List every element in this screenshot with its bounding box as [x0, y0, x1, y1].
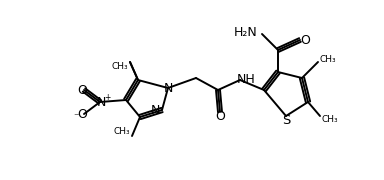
Text: N: N — [96, 96, 106, 109]
Text: O: O — [300, 33, 310, 46]
Text: +: + — [104, 93, 110, 102]
Text: N: N — [151, 103, 160, 116]
Text: CH₃: CH₃ — [320, 55, 337, 64]
Text: CH₃: CH₃ — [322, 116, 339, 125]
Text: H₂N: H₂N — [234, 26, 258, 39]
Text: CH₃: CH₃ — [113, 127, 130, 136]
Text: CH₃: CH₃ — [111, 62, 128, 71]
Text: N: N — [163, 82, 173, 94]
Text: O: O — [77, 107, 87, 120]
Text: O: O — [215, 111, 225, 123]
Text: ⁻: ⁻ — [73, 112, 79, 122]
Text: O: O — [77, 84, 87, 96]
Text: S: S — [282, 114, 290, 127]
Text: NH: NH — [237, 73, 255, 86]
